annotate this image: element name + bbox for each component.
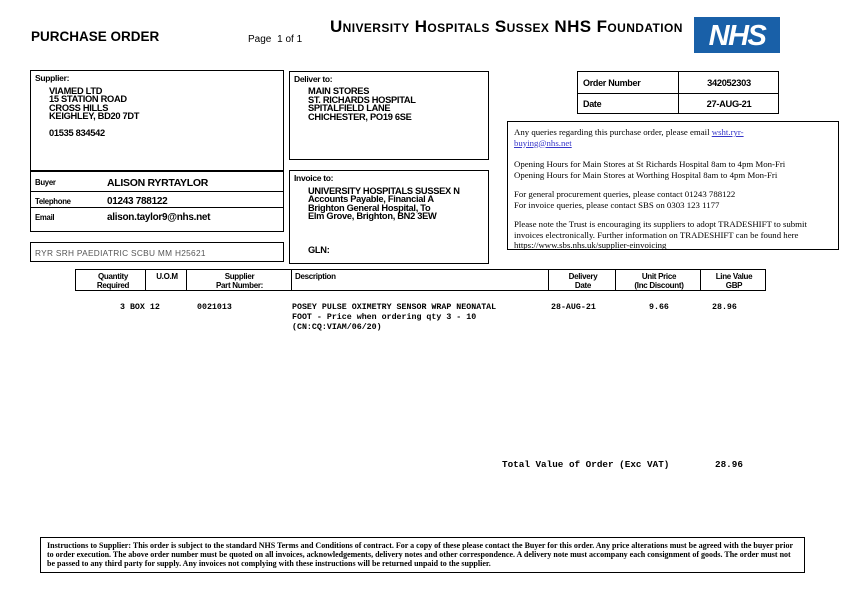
svg-text:NHS: NHS (709, 20, 768, 52)
